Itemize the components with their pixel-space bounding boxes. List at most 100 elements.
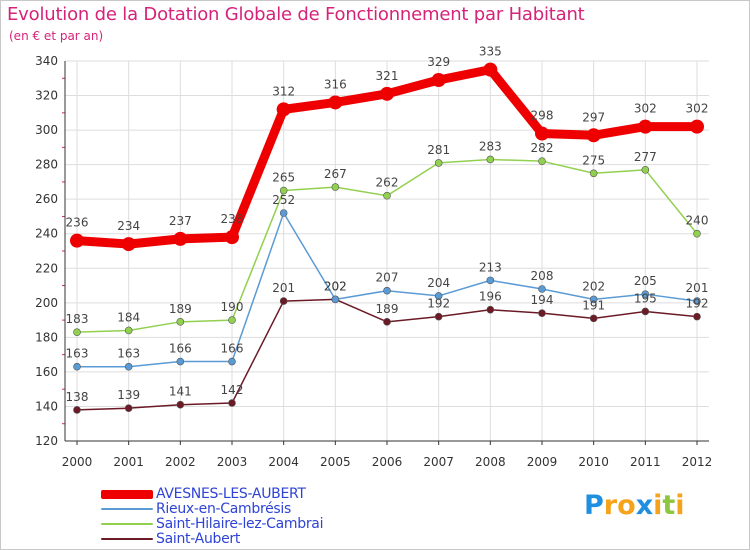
logo-letter: i (653, 490, 663, 521)
legend-entry-saint-hilaire: Saint-Hilaire-lez-Cambrai (101, 516, 323, 532)
data-label-3: 194 (531, 293, 554, 307)
data-label-2: 262 (376, 176, 399, 190)
data-point-1 (124, 362, 133, 371)
x-tick-label: 2001 (113, 455, 144, 469)
chart-subtitle: (en € et par an) (9, 29, 104, 43)
data-point-2 (486, 155, 495, 164)
data-point-1 (73, 362, 81, 371)
data-label-3: 201 (272, 281, 295, 295)
data-label-1: 213 (479, 260, 502, 274)
data-label-0: 321 (376, 69, 399, 83)
data-point-0 (328, 95, 343, 110)
y-tick-label: 320 (35, 89, 58, 103)
data-label-1: 201 (686, 281, 709, 295)
data-point-1 (641, 290, 650, 298)
data-point-3 (124, 404, 133, 412)
data-label-2: 283 (479, 139, 502, 153)
data-point-0 (638, 119, 653, 134)
y-tick-label: 220 (35, 261, 58, 275)
data-label-2: 267 (324, 167, 347, 181)
legend-swatch-rieux (101, 508, 153, 510)
logo-letter: i (675, 490, 685, 521)
data-point-2 (693, 229, 701, 238)
x-tick-label: 2011 (630, 455, 661, 469)
data-point-3 (486, 305, 495, 314)
logo-letter: t (662, 490, 676, 521)
data-point-0 (380, 86, 394, 101)
data-label-1: 163 (66, 347, 89, 361)
data-point-1 (486, 276, 495, 285)
y-tick-label: 240 (35, 227, 58, 241)
chart-title: Evolution de la Dotation Globale de Fonc… (7, 4, 585, 25)
data-label-0: 234 (117, 219, 140, 233)
data-label-0: 329 (427, 55, 450, 69)
y-tick-label: 200 (35, 296, 58, 310)
legend-entry-avesnes: AVESNES-LES-AUBERT (101, 486, 306, 502)
data-point-0 (690, 119, 704, 134)
data-point-2 (331, 183, 340, 191)
data-label-1: 163 (117, 347, 140, 361)
y-tick-label: 160 (35, 365, 58, 379)
x-tick-label: 2006 (372, 455, 403, 469)
x-tick-label: 2003 (217, 455, 248, 469)
x-tick-label: 2009 (527, 455, 558, 469)
data-point-3 (73, 406, 81, 414)
data-label-1: 202 (582, 279, 605, 293)
data-point-2 (124, 326, 133, 335)
y-tick-label: 300 (35, 123, 58, 137)
data-point-1 (538, 285, 546, 293)
data-point-0 (586, 128, 601, 143)
data-label-0: 237 (169, 214, 192, 228)
logo-letter: o (617, 490, 636, 521)
data-label-2: 275 (582, 153, 605, 167)
data-label-1: 205 (634, 274, 657, 288)
x-tick-label: 2005 (320, 455, 351, 469)
x-tick-label: 2004 (268, 455, 299, 469)
data-point-1 (434, 292, 443, 300)
legend-swatch-avesnes (101, 489, 153, 499)
data-point-3 (693, 312, 701, 321)
data-point-2 (176, 318, 185, 326)
legend-label-saint-aubert: Saint-Aubert (156, 531, 241, 547)
data-label-3: 192 (686, 297, 709, 311)
x-tick-label: 2002 (165, 455, 196, 469)
legend-entry-saint-aubert: Saint-Aubert (101, 531, 240, 547)
data-point-0 (70, 233, 84, 248)
data-label-1: 207 (376, 271, 399, 285)
x-tick-label: 2010 (578, 455, 609, 469)
data-point-0 (225, 230, 239, 245)
proxiti-logo: Proxiti (584, 490, 685, 521)
legend-entry-rieux: Rieux-en-Cambrésis (101, 501, 291, 517)
data-label-1: 204 (427, 276, 450, 290)
data-label-0: 298 (531, 109, 554, 123)
legend-label-rieux: Rieux-en-Cambrésis (156, 501, 291, 517)
data-label-0: 302 (634, 102, 657, 116)
data-point-2 (434, 159, 443, 167)
data-point-1 (331, 295, 340, 304)
data-label-2: 265 (272, 171, 295, 185)
data-point-1 (228, 357, 236, 366)
data-point-1 (176, 357, 185, 366)
logo-letter: r (603, 490, 618, 521)
data-label-0: 302 (686, 102, 709, 116)
data-point-0 (535, 126, 549, 141)
data-label-2: 183 (66, 312, 89, 326)
y-tick-label: 280 (35, 158, 58, 172)
data-label-2: 189 (169, 302, 192, 316)
data-label-2: 184 (117, 310, 140, 324)
data-label-0: 238 (221, 212, 244, 226)
data-label-3: 139 (117, 388, 140, 402)
data-point-3 (538, 309, 546, 317)
data-label-3: 189 (376, 302, 399, 316)
y-tick-label: 340 (35, 54, 58, 68)
data-point-2 (228, 316, 236, 324)
data-point-0 (431, 73, 446, 87)
data-point-0 (173, 231, 188, 246)
x-tick-label: 2012 (682, 455, 713, 469)
data-point-3 (279, 297, 288, 305)
legend-swatch-saint-hilaire (101, 523, 153, 525)
data-point-1 (693, 297, 701, 305)
legend-label-avesnes: AVESNES-LES-AUBERT (156, 486, 306, 502)
